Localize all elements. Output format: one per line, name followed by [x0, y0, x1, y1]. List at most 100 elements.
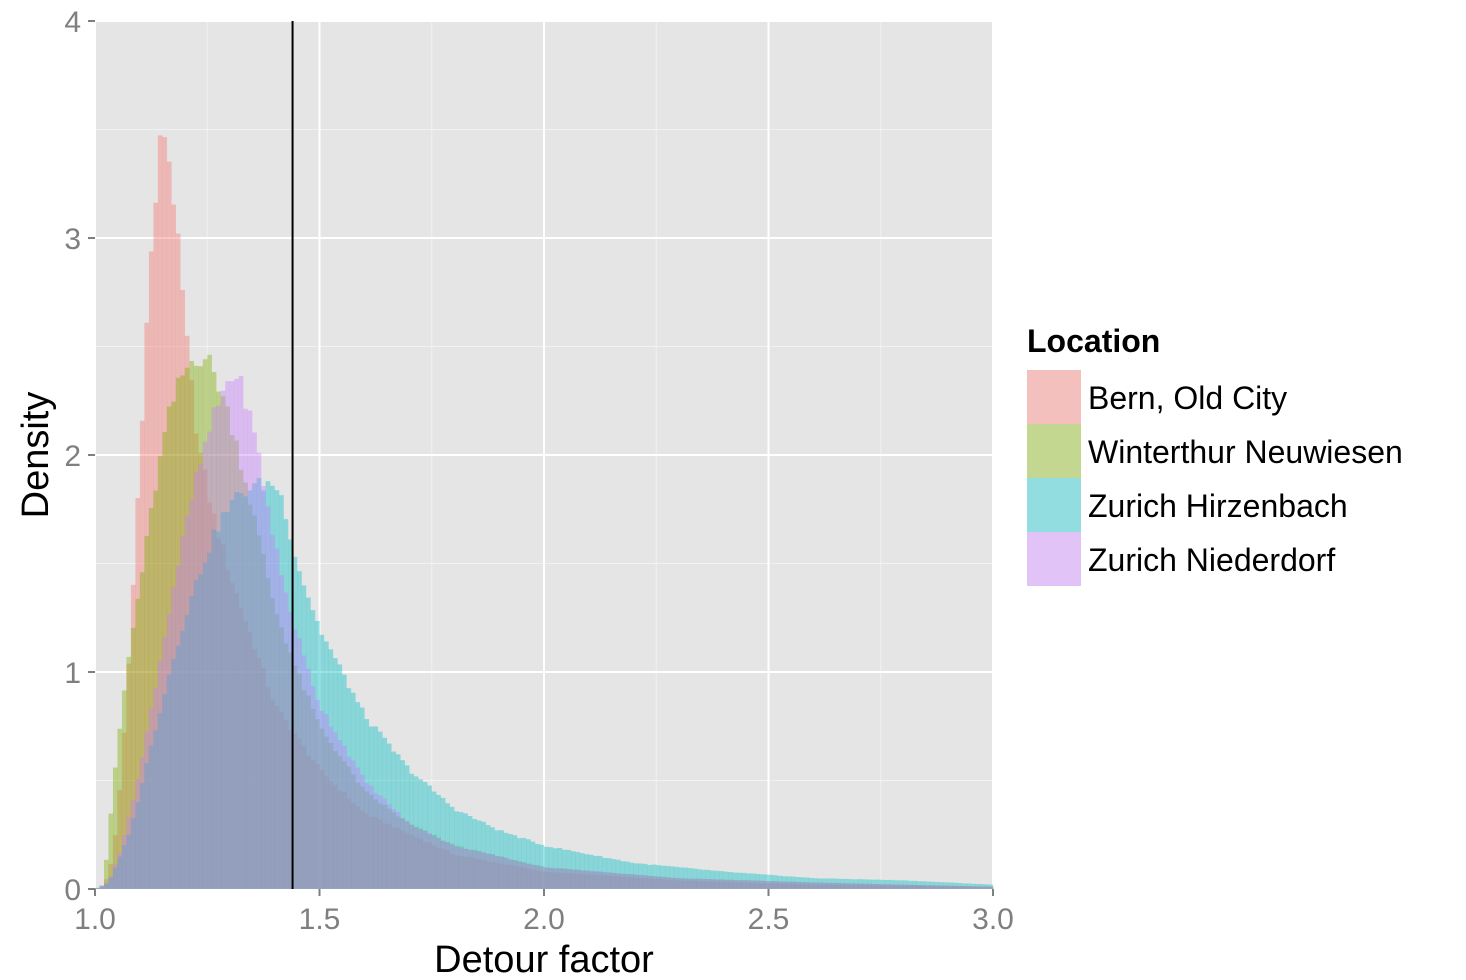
- histogram-bar: [413, 826, 419, 889]
- histogram-bar: [930, 881, 935, 889]
- histogram-bar: [261, 553, 266, 889]
- histogram-bar: [409, 773, 414, 889]
- histogram-bar: [719, 871, 724, 889]
- histogram-bar: [95, 887, 100, 889]
- histogram-bar: [714, 881, 720, 889]
- histogram-bar: [427, 833, 432, 889]
- histogram-bar: [755, 880, 760, 889]
- histogram-bar: [606, 872, 612, 889]
- histogram-bar: [678, 878, 684, 889]
- histogram-bar: [449, 843, 455, 889]
- histogram-bar: [790, 883, 796, 889]
- histogram-bar: [966, 886, 971, 889]
- histogram-bar: [597, 871, 603, 889]
- histogram-bar: [539, 866, 545, 889]
- legend-key-background: [1027, 478, 1081, 532]
- histogram-bar: [588, 874, 594, 889]
- histogram-bar: [198, 464, 203, 889]
- legend-label: Zurich Hirzenbach: [1088, 488, 1348, 524]
- histogram-bar: [485, 853, 491, 889]
- histogram-bar: [772, 881, 778, 889]
- histogram-bar: [103, 879, 109, 889]
- histogram-bar: [144, 731, 150, 889]
- histogram-bar: [153, 490, 159, 889]
- histogram-bar: [849, 883, 855, 889]
- histogram-bar: [112, 767, 118, 889]
- histogram-bar: [526, 839, 531, 889]
- histogram-bar: [99, 885, 105, 889]
- histogram-bar: [328, 726, 334, 889]
- histogram-bar: [139, 572, 145, 889]
- histogram-bar: [121, 732, 127, 889]
- histogram-bar: [840, 883, 846, 889]
- histogram-bar: [265, 481, 271, 889]
- histogram-bar: [786, 881, 792, 889]
- histogram-bar: [440, 840, 446, 889]
- y-tick-label: 2: [64, 440, 81, 473]
- histogram-bar: [292, 629, 298, 889]
- histogram-bar: [368, 816, 374, 889]
- histogram-bar: [323, 776, 329, 889]
- histogram-bar: [597, 875, 603, 889]
- histogram-bar: [961, 886, 967, 889]
- histogram-bar: [512, 860, 518, 889]
- histogram-bar: [494, 856, 500, 889]
- histogram-bar: [234, 593, 239, 889]
- histogram-bar: [584, 870, 590, 889]
- histogram-bar: [346, 756, 352, 889]
- histogram-bar: [552, 868, 558, 889]
- histogram-bar: [193, 580, 199, 889]
- histogram-bar: [171, 401, 177, 889]
- histogram-bar: [463, 813, 468, 889]
- histogram-bar: [418, 779, 423, 889]
- histogram-bar: [808, 882, 814, 889]
- histogram-bar: [319, 710, 325, 889]
- histogram-bar: [862, 885, 868, 889]
- histogram-bar: [359, 786, 365, 889]
- histogram-bar: [975, 886, 980, 889]
- histogram-bar: [916, 885, 922, 889]
- histogram-bar: [871, 885, 877, 889]
- series-0-bars: [95, 135, 994, 890]
- histogram-bar: [283, 643, 289, 889]
- histogram-bar: [642, 875, 648, 889]
- histogram-bar: [184, 335, 190, 889]
- histogram-bar: [535, 870, 540, 889]
- histogram-bar: [647, 878, 652, 889]
- histogram-bar: [885, 884, 890, 889]
- histogram-bar: [202, 359, 208, 889]
- histogram-bar: [921, 881, 926, 889]
- histogram-bar: [157, 660, 163, 889]
- histogram-bar: [225, 381, 230, 889]
- histogram-bar: [274, 548, 280, 889]
- legend-key-background: [1027, 532, 1081, 586]
- histogram-bar: [615, 873, 621, 889]
- histogram-bar: [198, 574, 203, 889]
- histogram-bar: [535, 844, 540, 889]
- histogram-bar: [588, 871, 594, 889]
- histogram-bar: [584, 854, 590, 889]
- histogram-bar: [180, 375, 185, 889]
- histogram-bar: [211, 513, 217, 889]
- histogram-bar: [180, 630, 185, 889]
- histogram-bar: [943, 885, 949, 889]
- histogram-bar: [265, 687, 271, 889]
- histogram-bar: [566, 872, 572, 889]
- histogram-bar: [341, 745, 347, 889]
- histogram-bar: [934, 886, 940, 889]
- histogram-bar: [310, 708, 316, 889]
- histogram-bar: [319, 769, 325, 889]
- histogram-bar: [243, 620, 248, 889]
- histogram-bar: [867, 883, 872, 889]
- histogram-bar: [463, 848, 468, 889]
- histogram-bar: [575, 869, 581, 889]
- histogram-bar: [597, 871, 603, 889]
- histogram-bar: [970, 886, 976, 889]
- histogram-bar: [229, 582, 235, 889]
- legend-key-background: [1027, 370, 1081, 424]
- histogram-bar: [768, 881, 774, 889]
- histogram-bar: [840, 878, 846, 889]
- histogram-bar: [921, 885, 926, 889]
- histogram-bar: [606, 858, 612, 889]
- histogram-bar: [750, 880, 756, 889]
